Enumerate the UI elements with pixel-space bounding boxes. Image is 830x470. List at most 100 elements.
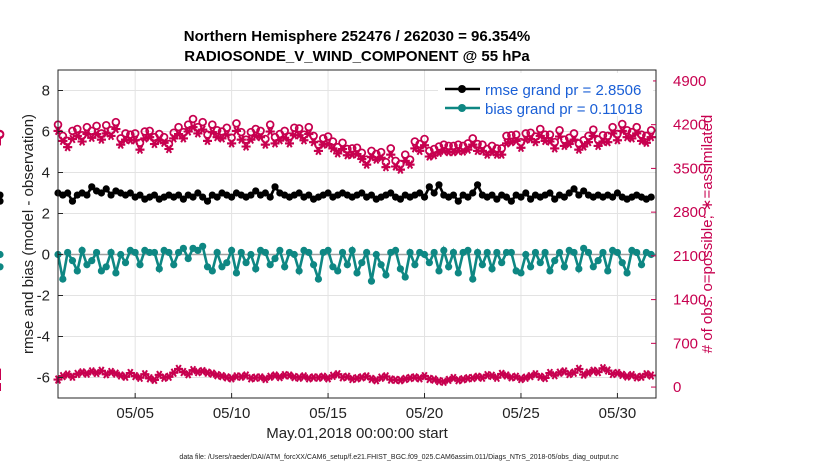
legend-marker-rmse (458, 85, 466, 93)
obs-possible-point (453, 140, 463, 149)
chart-title: Northern Hemisphere 252476 / 262030 = 96… (184, 28, 530, 45)
data-point (391, 246, 400, 254)
data-point (435, 181, 443, 189)
data-point (242, 259, 250, 267)
data-point (580, 244, 588, 252)
data-point (305, 248, 313, 257)
obs-assimilated-point (222, 130, 232, 140)
data-point (59, 275, 67, 283)
data-point (266, 261, 274, 269)
obs-assimilated-point (207, 127, 217, 137)
obs-possible-point (439, 140, 449, 149)
data-point (382, 271, 390, 279)
data-point (232, 269, 241, 277)
obs-possible-point (569, 129, 579, 138)
data-point (488, 265, 496, 273)
series-line (56, 243, 652, 282)
obs-assimilated-point (583, 137, 593, 147)
data-point (517, 193, 525, 201)
y-tick-label: -2 (37, 288, 50, 305)
obs-assimilated-point (540, 373, 550, 383)
data-point (64, 248, 72, 257)
obs-assimilated-point (415, 146, 425, 156)
data-point (575, 191, 583, 199)
data-point (555, 248, 564, 257)
data-point (194, 189, 202, 197)
y-right-tick-label: 700 (673, 335, 698, 352)
obs-assimilated-point (260, 140, 270, 150)
data-point (295, 267, 303, 275)
data-point (179, 244, 187, 252)
obs-possible-point (198, 117, 207, 127)
obs-assimilated-point (535, 131, 545, 141)
data-point (363, 248, 371, 257)
obs-assimilated-point (183, 127, 193, 136)
obs-possible-point (347, 144, 357, 153)
y-axis-right: 0 700 1400 2100 2800 3500 4200 4900 (651, 73, 706, 396)
data-point (174, 248, 183, 257)
obs-possible-point (130, 129, 140, 138)
data-point (97, 267, 106, 275)
obs-assimilated-point (207, 369, 217, 379)
data-point (213, 193, 221, 201)
data-point (252, 187, 260, 195)
obs-possible-point (72, 124, 82, 134)
obs-possible-point (535, 124, 545, 134)
data-point (343, 261, 351, 269)
data-point (604, 267, 612, 275)
data-point (295, 189, 303, 197)
obs-assimilated-point (333, 149, 343, 158)
obs-assimilated-point (284, 139, 294, 148)
data-point (507, 197, 515, 205)
footnote: data file: /Users/raeder/DAI/ATM_forcXX/… (179, 454, 619, 461)
data-point (126, 189, 134, 197)
obs-assimilated-point (550, 144, 560, 153)
data-point (454, 197, 462, 205)
obs-possible-point (598, 130, 608, 140)
data-point (594, 257, 602, 265)
data-point (570, 248, 578, 257)
obs-possible-point (449, 141, 458, 151)
data-point (637, 261, 646, 269)
data-point (208, 267, 216, 275)
obs-assimilated-point (188, 122, 198, 132)
obs-assimilated-point (362, 160, 372, 170)
x-tick-label: 05/05 (116, 405, 154, 422)
obs-assimilated-point (63, 142, 73, 152)
obs-assimilated-point (603, 137, 613, 147)
data-point (78, 246, 86, 254)
obs-assimilated-point (574, 364, 584, 374)
obs-possible-point (338, 138, 347, 148)
obs-assimilated-point (72, 131, 82, 141)
data-point (546, 267, 554, 275)
data-point (473, 181, 482, 189)
obs-possible-point (502, 131, 511, 141)
data-point (517, 269, 525, 277)
data-point (97, 189, 106, 197)
obs-assimilated-point (299, 135, 309, 145)
data-point (228, 193, 236, 201)
data-point (247, 250, 255, 259)
data-point (136, 191, 144, 199)
data-point (252, 265, 260, 273)
data-point (305, 191, 313, 199)
obs-assimilated-point (198, 125, 208, 135)
y-right-tick-label: 4200 (673, 117, 706, 134)
obs-assimilated-point (58, 136, 68, 146)
data-point (478, 261, 486, 269)
obs-assimilated-point (632, 129, 642, 138)
obs-possible-point (478, 140, 487, 149)
y-axis-label-right: # of obs: o=possible; ∗=assimilated (699, 115, 716, 354)
obs-assimilated-point (569, 135, 579, 145)
obs-possible-point (290, 123, 299, 133)
obs-assimilated-point (227, 139, 237, 148)
y-tick-label: 6 (42, 124, 50, 141)
obs-possible-point (386, 144, 396, 153)
obs-assimilated-point (111, 124, 121, 134)
obs-assimilated-point (376, 153, 386, 163)
obs-possible-point (352, 143, 362, 153)
data-point (647, 193, 655, 201)
obs-assimilated-point (617, 126, 627, 136)
obs-assimilated-point (497, 150, 507, 160)
data-point (565, 189, 573, 197)
